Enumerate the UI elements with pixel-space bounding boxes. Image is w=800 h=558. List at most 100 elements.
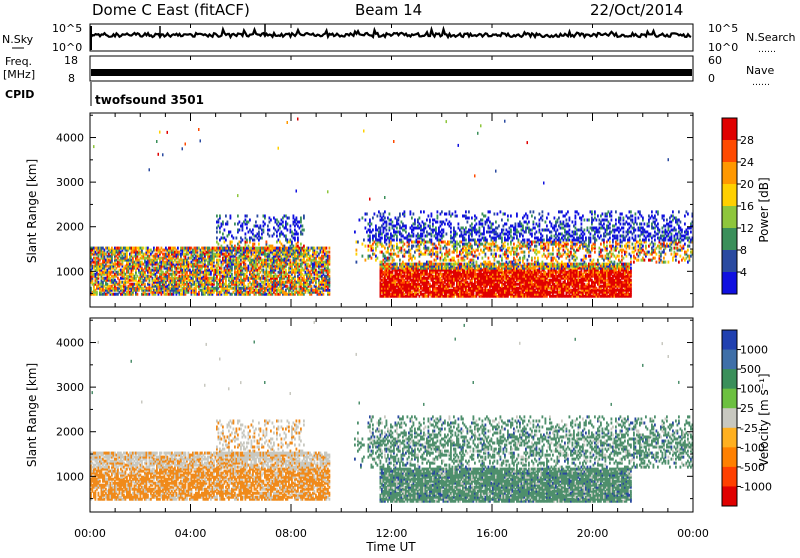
heatmap-cell bbox=[363, 239, 365, 242]
heatmap-cell bbox=[329, 251, 331, 254]
heatmap-cell bbox=[380, 213, 382, 216]
heatmap-cell bbox=[359, 219, 361, 222]
nave-tick-high: 60 bbox=[708, 54, 722, 67]
heatmap-cell bbox=[329, 289, 331, 292]
heatmap-cell bbox=[384, 217, 386, 220]
heatmap-cell bbox=[393, 249, 395, 252]
heatmap-cell bbox=[300, 243, 302, 246]
heatmap-cell bbox=[386, 243, 388, 246]
heatmap-cell bbox=[314, 247, 316, 250]
nsearch-tick-high: 10^5 bbox=[708, 22, 738, 35]
heatmap-cell bbox=[225, 239, 227, 242]
heatmap-cell bbox=[200, 139, 202, 142]
heatmap-cell bbox=[396, 227, 398, 230]
heatmap-cell bbox=[372, 229, 374, 232]
heatmap-cell bbox=[249, 219, 251, 222]
heatmap-cell bbox=[326, 247, 328, 250]
heatmap-cell bbox=[377, 257, 379, 260]
heatmap-cell bbox=[287, 121, 289, 124]
heatmap-cell bbox=[233, 237, 235, 240]
heatmap-cell bbox=[296, 190, 298, 193]
heatmap-cell bbox=[245, 233, 247, 236]
heatmap-cell bbox=[329, 275, 331, 278]
heatmap-cell bbox=[219, 215, 221, 218]
heatmap-cell bbox=[377, 215, 379, 218]
nsky-panel-frame bbox=[90, 24, 693, 51]
heatmap-cell bbox=[386, 221, 388, 224]
heatmap-cell bbox=[303, 229, 305, 232]
nsky-tick-high: 10^5 bbox=[52, 22, 82, 35]
freq-unit: [MHz] bbox=[3, 68, 35, 81]
heatmap-cell bbox=[258, 243, 260, 246]
heatmap-cell bbox=[372, 217, 374, 220]
heatmap-cell bbox=[297, 233, 299, 236]
heatmap-cell bbox=[363, 130, 365, 133]
heatmap-cell bbox=[231, 273, 233, 276]
heatmap-cell bbox=[371, 223, 373, 226]
heatmap-cell bbox=[294, 237, 296, 240]
heatmap-cell bbox=[393, 245, 395, 248]
heatmap-cell bbox=[323, 293, 325, 296]
station-title: Dome C East (fitACF) bbox=[92, 1, 250, 19]
heatmap-cell bbox=[231, 241, 233, 244]
freq-band bbox=[91, 69, 692, 76]
heatmap-cell bbox=[366, 213, 368, 216]
heatmap-cell bbox=[198, 128, 200, 131]
heatmap-cell bbox=[222, 233, 224, 236]
heatmap-cell bbox=[149, 168, 151, 171]
nsky-label: N.Sky bbox=[2, 33, 34, 46]
heatmap-cell bbox=[389, 213, 391, 216]
nsearch-label: N.Search bbox=[746, 31, 796, 44]
nave-tick-low: 0 bbox=[708, 72, 715, 85]
heatmap-cell bbox=[239, 229, 241, 232]
heatmap-cell bbox=[137, 293, 139, 296]
freq-tick-high: 18 bbox=[64, 54, 78, 67]
heatmap-cell bbox=[371, 257, 373, 260]
heatmap-cell bbox=[227, 221, 229, 224]
heatmap-cell bbox=[362, 243, 364, 246]
heatmap-cell bbox=[182, 147, 184, 150]
heatmap-cell bbox=[159, 131, 161, 134]
heatmap-cell bbox=[374, 213, 376, 216]
heatmap-cell bbox=[327, 190, 329, 193]
heatmap-cell bbox=[269, 229, 271, 232]
heatmap-cell bbox=[393, 259, 395, 262]
heatmap-cell bbox=[329, 255, 331, 258]
heatmap-cell bbox=[369, 219, 371, 222]
heatmap-cell bbox=[285, 269, 287, 272]
heatmap-cell bbox=[261, 237, 263, 240]
heatmap-cell bbox=[263, 229, 265, 232]
heatmap-cell bbox=[255, 221, 257, 224]
heatmap-cell bbox=[266, 241, 268, 244]
heatmap-cell bbox=[93, 145, 95, 148]
heatmap-cell bbox=[239, 221, 241, 224]
nsky-line bbox=[91, 30, 691, 38]
heatmap-cell bbox=[216, 231, 218, 234]
heatmap-cell bbox=[362, 255, 364, 258]
heatmap-cell bbox=[162, 153, 164, 156]
heatmap-cell bbox=[296, 217, 298, 220]
heatmap-cell bbox=[291, 241, 293, 244]
heatmap-cell bbox=[297, 118, 299, 121]
heatmap-cell bbox=[329, 247, 331, 250]
heatmap-cell bbox=[387, 233, 389, 236]
heatmap-cell bbox=[356, 249, 358, 252]
heatmap-cell bbox=[290, 225, 292, 228]
heatmap-cell bbox=[302, 225, 304, 228]
heatmap-cell bbox=[177, 247, 179, 250]
heatmap-cell bbox=[246, 239, 248, 242]
cpid-value: twofsound 3501 bbox=[95, 93, 204, 107]
heatmap-cell bbox=[264, 215, 266, 218]
heatmap-cell bbox=[297, 237, 299, 240]
heatmap-cell bbox=[365, 259, 367, 262]
heatmap-cell bbox=[356, 253, 358, 256]
heatmap-cell bbox=[369, 235, 371, 238]
freq-label: Freq. bbox=[5, 55, 32, 68]
heatmap-cell bbox=[368, 249, 370, 252]
heatmap-cell bbox=[216, 237, 218, 240]
heatmap-cell bbox=[389, 227, 391, 230]
date-title: 22/Oct/2014 bbox=[590, 1, 683, 19]
heatmap-cell bbox=[276, 235, 278, 238]
heatmap-cell bbox=[384, 196, 386, 199]
heatmap-cell bbox=[398, 255, 400, 258]
